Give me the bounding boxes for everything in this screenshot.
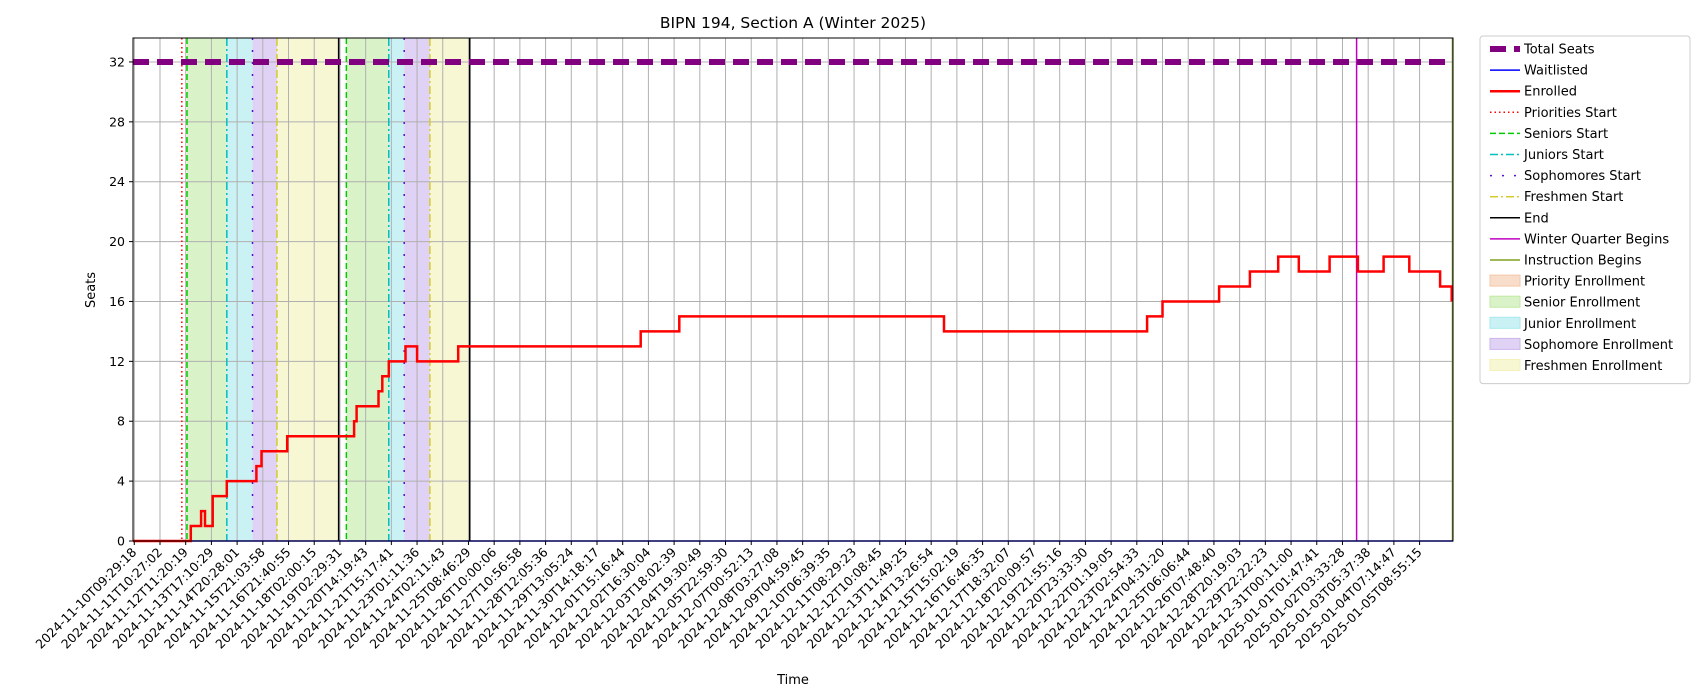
region-junior-enrollment-1 <box>388 38 405 541</box>
region-junior-enrollment-0 <box>226 38 253 541</box>
region-freshmen-enrollment-0 <box>276 38 339 541</box>
legend-label-priorities-start: Priorities Start <box>1524 106 1617 121</box>
y-tick-label: 8 <box>117 414 125 429</box>
y-tick-label: 4 <box>117 474 125 489</box>
legend-label-juniors-start: Juniors Start <box>1523 148 1604 163</box>
x-axis-label: Time <box>776 673 809 688</box>
legend-swatch-junior-enrollment <box>1489 316 1521 329</box>
legend-label-freshmen-enrollment: Freshmen Enrollment <box>1524 359 1662 374</box>
axes-frame <box>132 37 1454 542</box>
legend-label-seniors-start: Seniors Start <box>1524 127 1608 142</box>
legend-swatch-priority-enrollment <box>1489 274 1521 287</box>
y-tick-label: 16 <box>109 294 125 309</box>
legend-label-sophomores-start: Sophomores Start <box>1524 169 1641 184</box>
legend-label-total-seats: Total Seats <box>1523 43 1595 58</box>
legend-swatch-sophomore-enrollment <box>1489 337 1521 350</box>
legend-swatch-senior-enrollment <box>1489 295 1521 308</box>
series-enrolled <box>133 255 1453 543</box>
y-tick-label: 32 <box>109 54 125 69</box>
region-freshmen-enrollment-1 <box>429 38 470 541</box>
y-tick-label: 20 <box>109 234 125 249</box>
legend-label-senior-enrollment: Senior Enrollment <box>1524 296 1640 311</box>
legend-label-sophomore-enrollment: Sophomore Enrollment <box>1524 338 1673 353</box>
y-tick-label: 0 <box>117 534 125 549</box>
legend-label-winter-quarter-begins: Winter Quarter Begins <box>1524 232 1669 247</box>
region-senior-enrollment-0 <box>186 38 227 541</box>
legend-label-waitlisted: Waitlisted <box>1524 64 1588 79</box>
legend-label-junior-enrollment: Junior Enrollment <box>1523 317 1636 332</box>
y-axis-label: Seats <box>84 272 99 308</box>
plot-area: 0481216202428322024-11-10T09:29:182024-1… <box>32 37 1454 652</box>
legend-frame <box>1479 35 1691 385</box>
legend-label-end: End <box>1524 211 1549 226</box>
y-tick-label: 24 <box>109 174 125 189</box>
y-tick-label: 28 <box>109 114 125 129</box>
legend-label-priority-enrollment: Priority Enrollment <box>1524 275 1645 290</box>
chart-title: BIPN 194, Section A (Winter 2025) <box>660 14 926 32</box>
legend-swatch-freshmen-enrollment <box>1489 359 1521 371</box>
legend: Total Seats Waitlisted Enrolled Priorities … <box>1479 35 1691 385</box>
y-tick-label: 12 <box>109 354 125 369</box>
region-senior-enrollment-1 <box>346 38 389 541</box>
legend-label-instruction-begins: Instruction Begins <box>1524 254 1642 269</box>
legend-label-enrolled: Enrolled <box>1524 85 1577 100</box>
legend-label-freshmen-start: Freshmen Start <box>1524 190 1623 205</box>
